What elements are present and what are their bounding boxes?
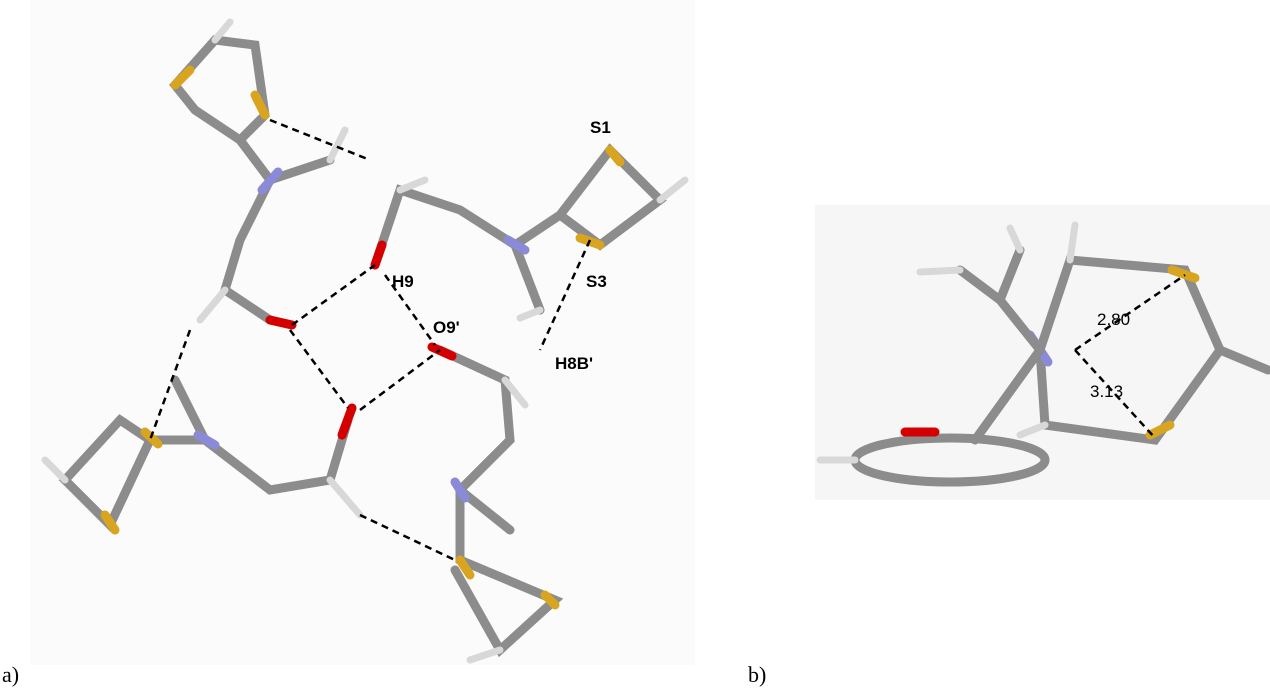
atom-label: S1 — [590, 118, 611, 137]
atom-label: O9' — [433, 318, 460, 337]
panel-a-background — [30, 0, 695, 665]
panel-label: b) — [748, 662, 766, 687]
atom-label: S3 — [586, 272, 607, 291]
distance-label: 3.13 — [1090, 382, 1123, 401]
panel-label: a) — [2, 662, 19, 687]
distance-label: 2.80 — [1097, 310, 1130, 329]
hydrogen — [920, 270, 960, 272]
figure: S1 H9 S3 O9' H8B' 2.80 3.13 a) b) — [0, 0, 1270, 690]
oxygen — [270, 320, 292, 325]
atom-label: H8B' — [555, 354, 593, 373]
atom-label: H9 — [392, 272, 414, 291]
hydrogen — [1070, 225, 1075, 260]
